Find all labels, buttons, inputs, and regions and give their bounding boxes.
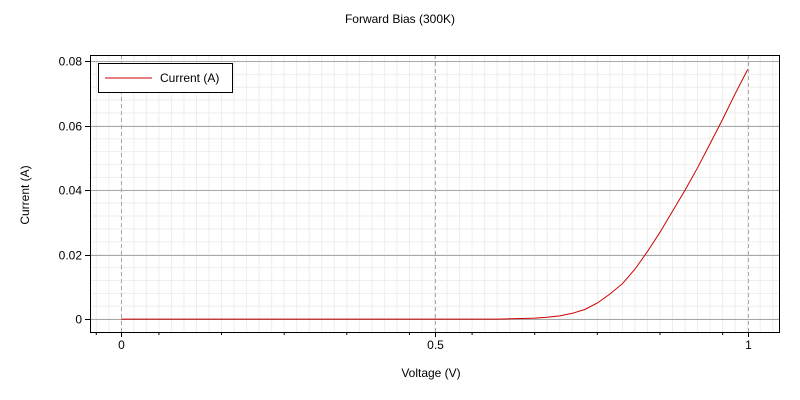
data-series [121, 69, 749, 320]
legend-label: Current (A) [160, 71, 219, 85]
x-tick-label: 0 [118, 338, 125, 352]
y-tick-label: 0.02 [59, 249, 83, 263]
series-line [121, 69, 749, 320]
x-axis-label: Voltage (V) [401, 366, 461, 380]
chart-title: Forward Bias (300K) [344, 12, 456, 26]
minor-grid [90, 55, 779, 332]
x-tick-label: 0.5 [427, 338, 444, 352]
y-tick-label: 0.08 [59, 55, 83, 69]
legend: Current (A) [98, 63, 233, 93]
y-tick-label: 0.04 [59, 184, 83, 198]
major-grid [90, 55, 779, 332]
y-tick-label: 0.06 [59, 120, 83, 134]
y-tick-label: 0 [75, 313, 82, 327]
axis-ticks: 0 0.5 1 0 0.02 0.04 0.06 0.08 [59, 55, 753, 353]
x-tick-label: 1 [745, 338, 752, 352]
